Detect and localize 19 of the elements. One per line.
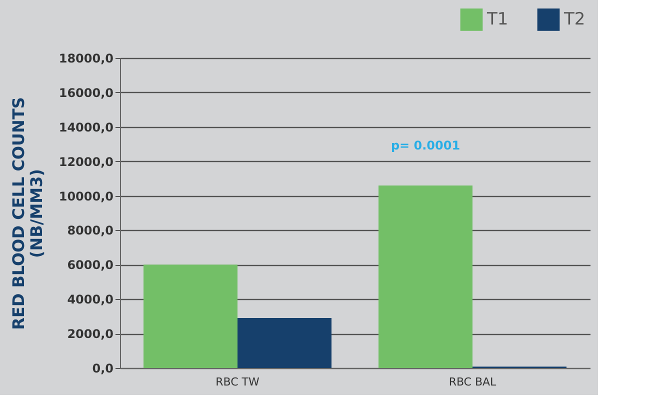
y-tick-label: 14000,0 xyxy=(58,120,114,134)
y-tick-label: 12000,0 xyxy=(58,154,114,169)
y-tick-label: 4000,0 xyxy=(67,292,114,307)
legend-label: T1 xyxy=(486,10,508,30)
x-tick-label: RBC BAL xyxy=(448,376,498,388)
y-tick-label: 16000,0 xyxy=(58,86,114,100)
y-axis-title: RED BLOOD CELL COUNTS (NB/MM3) xyxy=(8,97,46,330)
y-tick-label: 10000,0 xyxy=(58,189,114,204)
bar xyxy=(378,185,472,368)
bar xyxy=(238,318,332,368)
annotation: p= 0.0001 xyxy=(390,138,460,152)
y-tick-label: 6000,0 xyxy=(67,258,114,272)
y-tick-label: 8000,0 xyxy=(67,224,114,238)
x-tick-label: RBC TW xyxy=(216,376,260,388)
legend-label: T2 xyxy=(563,10,586,30)
bar xyxy=(144,264,238,368)
y-tick-label: 18000,0 xyxy=(58,52,114,66)
y-tick-label: 0,0 xyxy=(92,362,114,376)
y-tick-label: 2000,0 xyxy=(67,327,114,342)
